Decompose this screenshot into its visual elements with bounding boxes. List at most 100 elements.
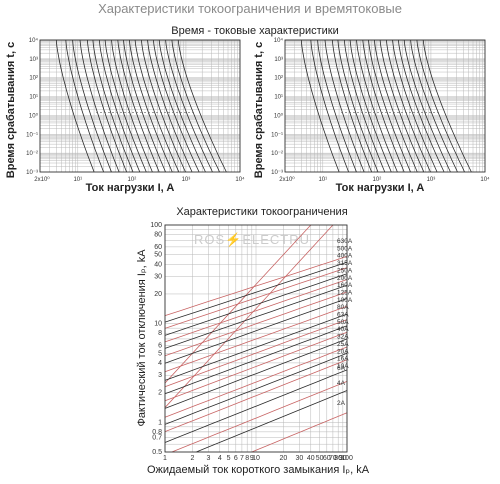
y-tick-label: 10² bbox=[29, 76, 38, 82]
x-tick-label: 50 bbox=[316, 455, 324, 462]
x-tick-label: 80 bbox=[334, 455, 342, 462]
rating-label: 25A bbox=[337, 341, 349, 348]
time-current-curve bbox=[158, 39, 206, 173]
y-tick-label: 10⁻² bbox=[271, 151, 283, 157]
rating-label: 32A bbox=[337, 334, 349, 341]
y-tick-label: 10⁻³ bbox=[271, 170, 283, 176]
x-axis-title: Ток нагрузки I, A bbox=[336, 182, 425, 194]
x-tick-label: 30 bbox=[296, 455, 304, 462]
x-tick-label: 90 bbox=[339, 455, 347, 462]
time-current-curve bbox=[386, 39, 431, 173]
x-tick-label: 9 bbox=[250, 455, 254, 462]
time-current-curve bbox=[422, 39, 472, 173]
time-current-curve bbox=[147, 39, 193, 173]
x-tick-label: 10³ bbox=[427, 177, 436, 183]
time-current-curve bbox=[374, 39, 418, 173]
time-current-curve bbox=[92, 39, 134, 173]
rating-label: 500A bbox=[337, 245, 353, 252]
time-current-curve bbox=[165, 39, 213, 173]
time-current-curve bbox=[141, 39, 186, 173]
time-current-curve bbox=[356, 39, 398, 173]
rating-curve-20A bbox=[164, 352, 348, 425]
time-current-curve bbox=[317, 39, 357, 173]
rating-curve-32A bbox=[164, 338, 348, 409]
rating-curve-63A bbox=[164, 319, 348, 388]
rms-current-line bbox=[164, 224, 334, 408]
x-tick-label: 60 bbox=[323, 455, 331, 462]
time-current-curve bbox=[392, 39, 438, 173]
y-tick-label: 2 bbox=[158, 390, 162, 397]
rating-curve-250A bbox=[164, 279, 348, 343]
rating-label: 200A bbox=[337, 275, 353, 282]
y-tick-label: 0.8 bbox=[152, 429, 162, 436]
time-current-curve bbox=[153, 39, 200, 173]
y-tick-label: 10 bbox=[154, 321, 162, 328]
y-tick-label: 10⁰ bbox=[274, 112, 284, 119]
time-current-curve bbox=[410, 39, 458, 173]
rating-label: 630A bbox=[337, 238, 353, 245]
rating-curve-160A bbox=[164, 291, 348, 357]
time-current-curve bbox=[72, 39, 112, 173]
time-current-curve bbox=[65, 39, 104, 173]
y-tick-label: 10⁻¹ bbox=[26, 132, 38, 138]
x-tick-label: 10 bbox=[252, 455, 260, 462]
time-current-curve bbox=[349, 39, 392, 173]
y-tick-label: 100 bbox=[150, 222, 162, 229]
chart-frame bbox=[164, 224, 348, 453]
y-tick-label: 10⁴ bbox=[29, 37, 39, 44]
rating-label: 10A bbox=[337, 363, 349, 370]
rating-label: 80A bbox=[337, 304, 349, 311]
x-tick-label: 8 bbox=[245, 455, 249, 462]
time-current-curve bbox=[416, 39, 465, 173]
x-tick-label: 70 bbox=[329, 455, 337, 462]
x-tick-label: 6 bbox=[234, 455, 238, 462]
time-current-curve bbox=[337, 39, 379, 173]
time-current-curve bbox=[79, 39, 120, 173]
rating-label: 20A bbox=[337, 348, 349, 355]
x-tick-label: 10⁴ bbox=[480, 176, 490, 183]
chart-frame bbox=[39, 39, 241, 173]
time-current-chart-left: 10⁴ 10³ 10² 10¹ 10⁰ 10⁻¹ 10⁻² 10⁻³ 2x10⁰ 10¹ 10² 1… bbox=[5, 37, 245, 194]
x-tick-label: 10¹ bbox=[73, 177, 82, 183]
y-tick-label: 40 bbox=[154, 261, 162, 268]
rating-curve-630A bbox=[164, 256, 348, 316]
rating-curve-2A bbox=[251, 412, 348, 453]
rating-curve-125A bbox=[164, 298, 348, 364]
rating-curve-315A bbox=[164, 273, 348, 336]
x-tick-label: 2x10⁰ bbox=[34, 176, 50, 183]
y-tick-label: 10⁰ bbox=[29, 112, 39, 119]
time-current-curve bbox=[98, 39, 141, 173]
rating-curve-200A bbox=[164, 284, 348, 349]
x-tick-label: 1 bbox=[163, 455, 167, 462]
y-tick-label: 10³ bbox=[274, 57, 283, 63]
x-tick-label: 100 bbox=[341, 455, 353, 462]
y-tick-label: 20 bbox=[154, 291, 162, 298]
time-current-title: Время - токовые характеристики bbox=[171, 25, 338, 37]
time-current-curve bbox=[403, 39, 451, 173]
y-tick-label: 10¹ bbox=[29, 95, 38, 101]
page-title: Характеристики токоограничения и времято… bbox=[98, 1, 402, 16]
time-current-curve bbox=[343, 39, 386, 173]
rating-label: 40A bbox=[337, 326, 349, 333]
x-tick-label: 5 bbox=[227, 455, 231, 462]
rating-curve-10A bbox=[164, 369, 348, 443]
time-current-curve bbox=[398, 39, 445, 173]
y-tick-label: 10⁻³ bbox=[26, 170, 38, 176]
rating-label: 50A bbox=[337, 319, 349, 326]
current-limiting-chart: ROS⚡ELECTRU 1008060504030201086543210.80… bbox=[136, 222, 370, 476]
y-tick-label: 10¹ bbox=[274, 95, 283, 101]
y-tick-label: 60 bbox=[154, 244, 162, 251]
time-current-curve bbox=[55, 39, 95, 173]
x-axis-title: Ожидаемый ток короткого замыкания Iₚ, kA bbox=[147, 464, 370, 476]
y-tick-label: 0.5 bbox=[152, 449, 162, 456]
time-current-curve bbox=[104, 39, 147, 173]
y-tick-label: 1 bbox=[158, 419, 162, 426]
time-current-curve bbox=[177, 39, 227, 173]
time-current-curve bbox=[379, 39, 425, 173]
time-current-curve bbox=[129, 39, 173, 173]
y-tick-label: 10⁴ bbox=[274, 37, 284, 44]
rating-curve-25A bbox=[164, 346, 348, 418]
rating-label: 100A bbox=[337, 297, 353, 304]
y-tick-label: 6 bbox=[158, 343, 162, 350]
